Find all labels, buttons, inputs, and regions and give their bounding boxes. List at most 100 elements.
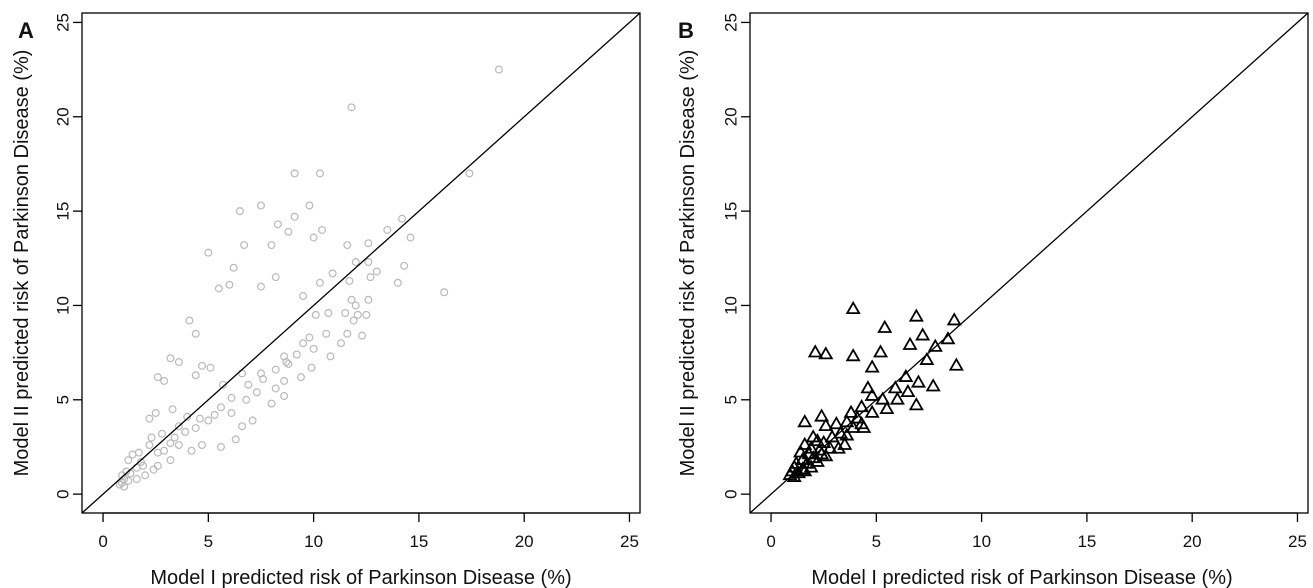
panel-b-data-point [839,427,855,441]
panel-a-data-point [341,309,350,318]
panel-a-data-point [145,414,154,423]
panel-a-data-point [168,405,177,414]
panel-b-data-point [873,344,889,358]
panel-a-data-point [347,295,356,304]
panel-a-data-point [210,410,219,419]
panel-a-data-point [244,380,253,389]
panel-a-data-point [174,422,183,431]
panel-a-data-point [284,359,293,368]
panel-a-data-point [227,393,236,402]
panel-a-identity-line [81,12,641,514]
panel-a-data-point [328,269,337,278]
panel-a-points [115,65,503,491]
panel-a-data-point [147,433,156,442]
panel-b-y-tick-label: 25 [722,13,741,32]
panel-a-data-point [256,201,265,210]
panel-a-data-point [364,258,373,267]
panel-b-data-point [843,404,859,418]
panel-a-data-point [166,439,175,448]
panel-a-data-point [299,339,308,348]
panel-b-data-point [887,380,903,394]
panel-b-y-tick-label: 15 [722,202,741,221]
panel-b-x-tick-label: 0 [766,532,775,551]
panel-a-data-point [149,465,158,474]
panel-a-data-point [364,295,373,304]
panel-a-data-point [166,354,175,363]
panel-a-x-tick-label: 25 [620,532,639,551]
panel-a-data-point [343,241,352,250]
panel-a-data-point [362,310,371,319]
panel-a-data-point [225,280,234,289]
panel-b-data-point [946,312,962,326]
panel-a-data-point [248,416,257,425]
panel-a-scatter-plot: A 0 5 10 15 20 25 0 5 10 15 20 25 Model I predicte… [11,12,641,588]
panel-b-x-tick-label: 10 [972,532,991,551]
panel-a-x-axis-title: Model I predicted risk of Parkinson Dise… [150,567,571,588]
panel-a-x-tick-label: 10 [304,532,323,551]
panel-a-data-point [267,399,276,408]
panel-a-data-point [326,352,335,361]
panel-a-y-tick-label: 20 [54,107,73,126]
panel-a-x-tick-label: 20 [515,532,534,551]
panel-a-y-tick-label: 25 [54,13,73,32]
panel-a-data-point [309,344,318,353]
panel-b-data-point [889,391,905,405]
panel-a-data-point [343,329,352,338]
panel-a-data-point [347,103,356,112]
panel-a-data-point [204,416,213,425]
panel-a-data-point [305,201,314,210]
panel-b-data-point [875,391,891,405]
panel-a-data-point [315,169,324,178]
panel-a-data-point [160,376,169,385]
panel-a-data-point [311,310,320,319]
panel-a-data-point [290,212,299,221]
panel-a-data-point [242,395,251,404]
panel-a-data-point [271,384,280,393]
panel-a-data-point [151,409,160,418]
panel-b-data-point [822,440,838,454]
panel-b-data-point [830,440,846,454]
panel-a-data-point [292,350,301,359]
panel-a-data-point [351,258,360,267]
panel-a-data-point [160,446,169,455]
panel-b-data-point [818,448,834,462]
panel-a-data-point [351,301,360,310]
panel-a-data-point [206,363,215,372]
panel-a-data-point [216,403,225,412]
panel-b-y-tick-label: 5 [722,395,741,404]
panel-a-data-point [204,248,213,257]
panel-b-data-point [814,408,830,422]
panel-b-data-point [860,380,876,394]
panel-a-data-point [322,329,331,338]
panel-b-x-tick-label: 15 [1077,532,1096,551]
panel-b-data-point [807,344,823,358]
panel-b-data-point [837,436,853,450]
panel-b-data-point [864,359,880,373]
panel-a-data-point [229,263,238,272]
panel-a-data-point [353,310,362,319]
panel-b-data-point [849,410,865,424]
panel-a-x-tick-label: 15 [409,532,428,551]
panel-b-data-point [845,419,861,433]
panel-a-data-point [185,316,194,325]
panel-a-data-point [307,363,316,372]
panel-a-data-point [170,433,179,442]
panel-a-data-point [305,333,314,342]
panel-a-y-axis-title: Model II predicted risk of Parkinson Dis… [11,50,33,477]
panel-b-data-point [908,308,924,322]
panel-b-y-axis: 0 5 10 15 20 25 [722,13,750,499]
panel-a-data-point [124,456,133,465]
panel-a-data-point [372,267,381,276]
panel-b-data-point [910,374,926,388]
panel-a-data-point [191,424,200,433]
panel-a-data-point [158,429,167,438]
panel-a-y-axis: 0 5 10 15 20 25 [54,13,82,499]
panel-a-data-point [219,380,228,389]
panel-b-data-point [803,459,819,473]
panel-b-data-point [818,417,834,432]
panel-a-data-point [195,414,204,423]
panel-a-data-point [153,373,162,382]
panel-a-data-point [345,276,354,285]
panel-a-data-point [494,65,503,74]
